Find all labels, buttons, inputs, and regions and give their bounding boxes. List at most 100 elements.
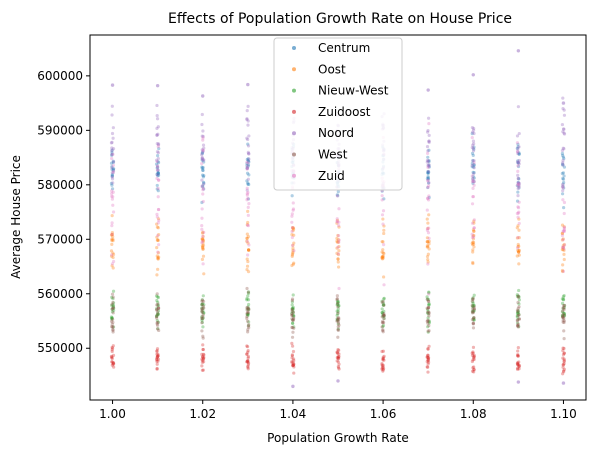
data-point — [335, 193, 339, 197]
data-point — [470, 165, 474, 169]
data-point — [426, 185, 430, 190]
data-point — [200, 224, 204, 228]
data-point — [562, 303, 567, 308]
data-point — [155, 183, 159, 188]
data-point — [425, 355, 429, 360]
data-point — [201, 175, 206, 179]
data-point — [110, 189, 114, 193]
data-point — [111, 306, 115, 310]
data-point — [110, 356, 114, 361]
data-point — [110, 165, 114, 169]
data-point — [561, 246, 565, 250]
data-point — [426, 356, 431, 360]
data-point — [110, 322, 114, 326]
data-point — [516, 323, 520, 327]
legend-label: Zuidoost — [318, 105, 371, 119]
data-point — [472, 183, 476, 187]
data-point — [245, 136, 249, 140]
data-point — [336, 245, 340, 249]
data-point — [562, 306, 566, 310]
data-point — [516, 161, 520, 165]
data-point — [425, 208, 429, 212]
data-point — [516, 206, 521, 210]
data-point — [201, 166, 205, 170]
data-point — [515, 314, 520, 318]
outlier-point — [471, 73, 475, 77]
data-point — [337, 317, 341, 321]
data-point — [290, 212, 294, 216]
data-point — [561, 315, 565, 319]
data-point — [290, 354, 294, 358]
data-point — [201, 234, 205, 239]
data-point — [156, 160, 161, 165]
data-point — [561, 244, 565, 248]
data-point — [110, 174, 114, 178]
data-point — [336, 257, 340, 261]
data-point — [471, 180, 475, 184]
data-point — [516, 181, 520, 185]
data-point — [155, 366, 159, 371]
data-point — [245, 179, 249, 183]
data-point — [560, 231, 564, 235]
data-point — [381, 369, 385, 373]
data-point — [156, 304, 160, 308]
data-point — [291, 227, 296, 231]
legend-marker — [292, 173, 296, 178]
data-point — [516, 325, 520, 329]
data-point — [109, 161, 114, 165]
data-point — [336, 300, 341, 304]
data-point — [156, 189, 160, 193]
data-point — [155, 133, 159, 138]
data-point — [110, 166, 114, 170]
data-point — [515, 150, 520, 154]
data-point — [156, 238, 160, 243]
data-point — [155, 215, 159, 219]
data-point — [470, 161, 474, 166]
data-point — [515, 366, 520, 370]
data-point — [110, 349, 114, 354]
data-point — [380, 349, 384, 354]
data-point — [292, 241, 296, 245]
data-point — [335, 294, 339, 298]
data-point — [111, 325, 115, 329]
data-point — [336, 354, 340, 359]
data-point — [427, 305, 431, 310]
data-point — [382, 313, 386, 317]
data-point — [155, 354, 160, 358]
data-point — [336, 327, 340, 331]
data-point — [426, 257, 430, 262]
data-point — [156, 144, 160, 149]
data-point — [291, 250, 295, 254]
data-point — [426, 170, 430, 175]
data-point — [427, 314, 431, 318]
data-point — [562, 229, 566, 233]
data-point — [426, 165, 430, 169]
data-point — [246, 305, 250, 309]
data-point — [561, 163, 565, 167]
data-point — [201, 230, 205, 234]
data-point — [156, 151, 161, 155]
data-point — [381, 349, 385, 353]
data-point — [201, 343, 205, 347]
data-point — [426, 360, 431, 364]
data-point — [427, 324, 431, 328]
data-point — [292, 249, 296, 253]
data-point — [201, 316, 205, 320]
data-point — [427, 303, 431, 307]
data-point — [561, 297, 566, 301]
data-point — [111, 136, 115, 140]
data-point — [380, 255, 384, 259]
data-point — [516, 159, 520, 163]
data-point — [202, 272, 206, 276]
chart-title: Effects of Population Growth Rate on Hou… — [168, 11, 512, 27]
data-point — [337, 354, 341, 359]
data-point — [426, 252, 430, 256]
data-point — [245, 352, 249, 356]
data-point — [245, 109, 249, 113]
data-point — [290, 321, 295, 325]
data-point — [245, 308, 249, 312]
data-point — [202, 311, 206, 315]
data-point — [426, 305, 431, 310]
data-point — [290, 318, 295, 322]
data-point — [246, 142, 250, 146]
